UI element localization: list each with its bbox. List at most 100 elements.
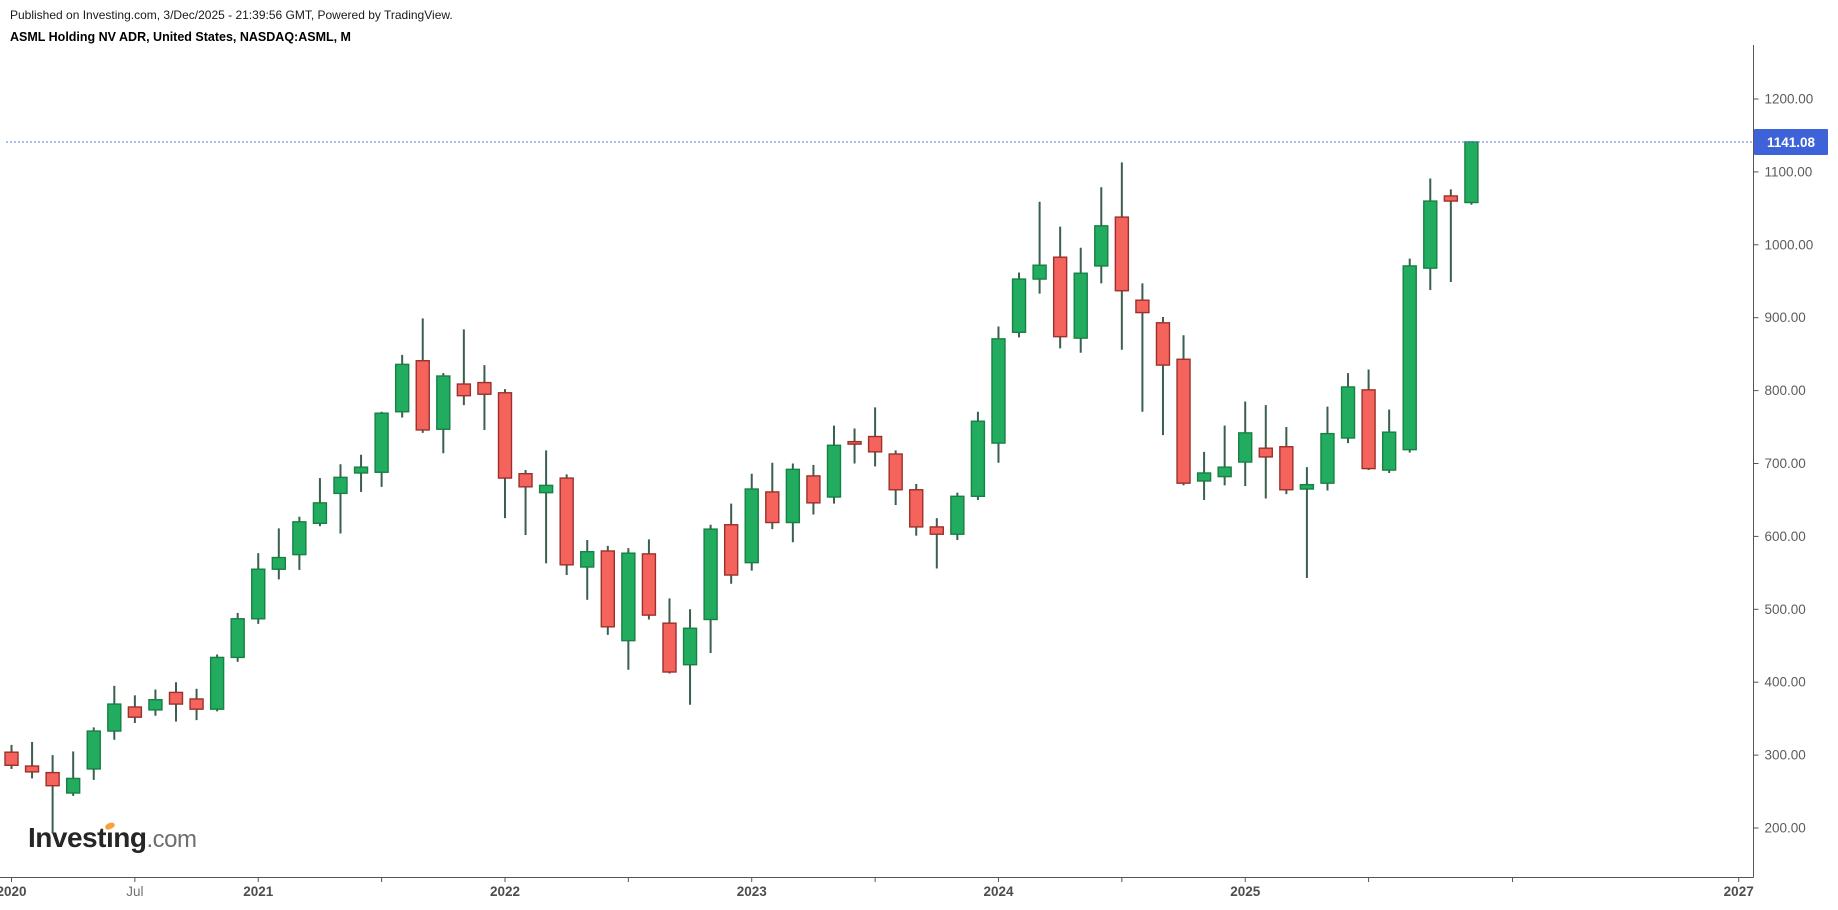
candle-body	[991, 338, 1006, 444]
current-price-tag: 1141.08	[1754, 129, 1828, 155]
price-tick-label: 1100.00	[1765, 164, 1813, 179]
candle	[1196, 451, 1212, 500]
current-price-value: 1141.08	[1766, 134, 1816, 150]
candle-body	[929, 526, 944, 535]
candle-body	[1423, 200, 1438, 269]
candle-body	[1238, 432, 1253, 463]
candle-body	[1032, 264, 1047, 280]
candle-body	[312, 502, 328, 524]
candle	[600, 545, 615, 635]
candle	[1094, 187, 1109, 284]
candle-body	[292, 521, 307, 556]
candle	[1114, 162, 1130, 350]
candle	[1402, 258, 1417, 453]
time-tick-label: 2027	[1724, 884, 1754, 899]
candle-body	[251, 568, 266, 620]
candle	[394, 354, 410, 418]
candle	[477, 365, 492, 430]
candle-body	[888, 453, 903, 491]
time-tick-label: 2025	[1230, 884, 1261, 899]
chart-header: Published on Investing.com, 3/Dec/2025 -…	[10, 6, 453, 47]
candle	[1176, 335, 1191, 486]
candle	[230, 612, 245, 662]
candle-body	[1073, 272, 1088, 339]
candle-body	[4, 751, 19, 767]
candle-body	[271, 556, 287, 570]
candle	[538, 450, 554, 564]
candle-body	[641, 553, 657, 616]
candle	[1238, 401, 1253, 487]
logo-brand-left: Invest	[28, 822, 106, 853]
investing-logo: Investıng.com	[28, 822, 197, 854]
candle	[970, 411, 986, 500]
candle	[1032, 201, 1047, 294]
candle	[107, 685, 122, 740]
candle	[682, 609, 698, 705]
price-tick-label: 1200.00	[1765, 92, 1814, 107]
candle-body	[456, 383, 472, 397]
candle-body	[45, 771, 60, 787]
candle-body	[1155, 322, 1171, 366]
candle-body	[333, 476, 348, 495]
candle-body	[353, 466, 369, 474]
candle	[251, 553, 266, 624]
candle-body	[127, 706, 143, 718]
candle	[1423, 178, 1438, 290]
candle-body	[374, 412, 389, 473]
candle-body	[209, 656, 225, 710]
candle	[847, 428, 862, 464]
price-tick-label: 500.00	[1765, 602, 1806, 617]
candle-body	[806, 475, 821, 504]
candle-body	[1052, 256, 1068, 338]
candle	[353, 454, 369, 492]
candle	[888, 450, 903, 506]
candle	[1155, 316, 1171, 436]
candle	[723, 503, 739, 584]
candle-body	[497, 392, 513, 479]
candle-body	[1381, 431, 1397, 471]
candle-body	[867, 435, 883, 453]
candle	[1279, 427, 1294, 495]
candle	[1073, 247, 1088, 353]
candle-body	[1011, 278, 1027, 333]
candle-body	[415, 360, 430, 431]
candle	[1361, 369, 1376, 471]
candle	[785, 463, 801, 543]
candle	[312, 478, 328, 527]
candle-body	[65, 777, 81, 794]
candle-body	[847, 440, 862, 445]
candle-body	[662, 622, 677, 673]
candle-body	[86, 730, 101, 770]
candle	[1464, 141, 1479, 205]
candle-body	[1196, 472, 1212, 482]
candle	[806, 464, 821, 515]
candle	[1299, 467, 1315, 578]
candle	[65, 751, 81, 796]
candle	[1135, 283, 1150, 412]
candle	[333, 464, 348, 534]
candle	[559, 474, 574, 576]
candle-body	[436, 375, 451, 430]
candle-body	[600, 550, 615, 628]
instrument-title: ASML Holding NV ADR, United States, NASD…	[10, 29, 351, 44]
candle-body	[909, 489, 924, 528]
candle	[662, 598, 677, 674]
candle-body	[621, 552, 636, 642]
time-tick-label: 2022	[490, 884, 520, 899]
candle	[497, 389, 513, 519]
logo-brand-right: ng	[113, 822, 147, 853]
logo-flame-icon: ı	[105, 822, 114, 853]
candle-body	[24, 765, 40, 773]
candle	[991, 326, 1006, 463]
price-tick-label: 800.00	[1765, 383, 1806, 398]
candle-body	[477, 381, 492, 395]
time-tick-label: Jul	[126, 884, 143, 899]
price-tick-label: 400.00	[1765, 675, 1806, 690]
price-tick-label: 700.00	[1765, 456, 1806, 471]
candle	[580, 540, 595, 600]
axes-layer	[0, 45, 1754, 878]
candle-body	[1135, 299, 1150, 314]
candle-body	[950, 495, 965, 535]
